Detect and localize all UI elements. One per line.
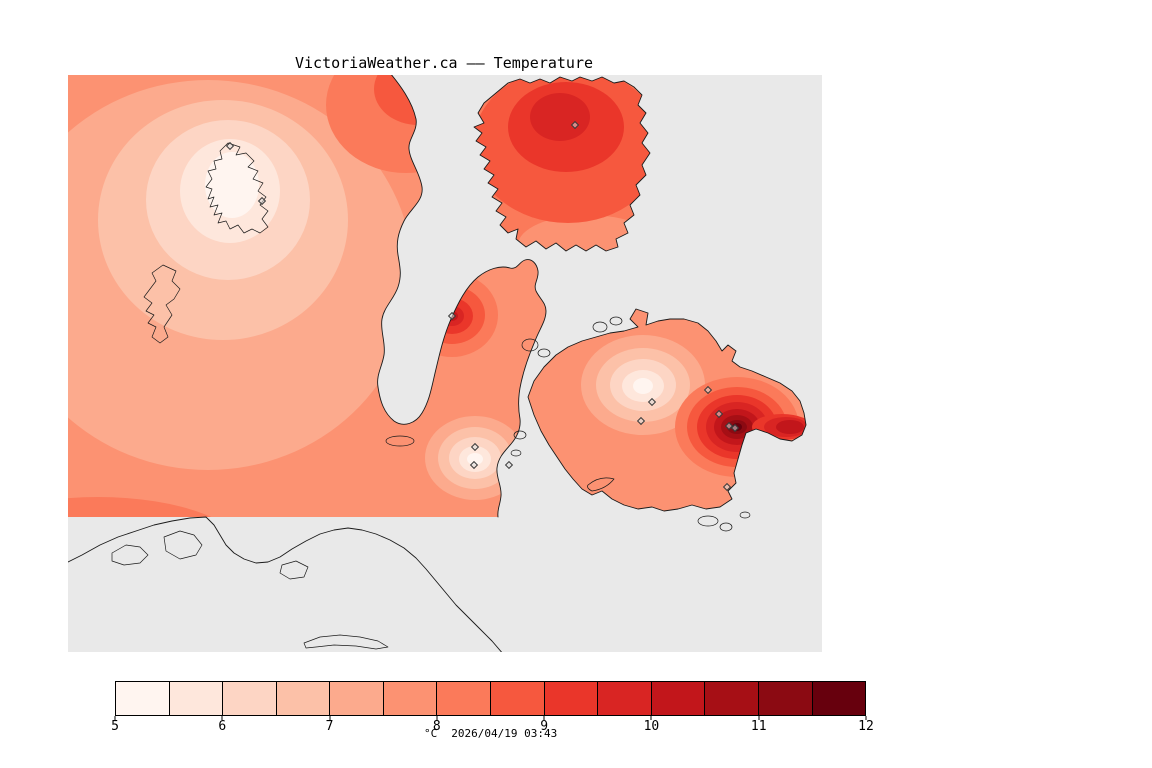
islet — [510, 449, 522, 457]
colorbar-segment — [543, 682, 598, 715]
colorbar-axis: 5 6 7 8 9 10 11 12 — [111, 716, 874, 738]
coastline-southeast — [527, 308, 807, 512]
colorbar-segment — [275, 682, 330, 715]
station-marker — [470, 442, 480, 452]
station-marker — [730, 423, 740, 433]
colorbar-tick-label: 10 — [643, 719, 660, 734]
colorbar-footer: °C 2026/04/19 03:43 — [424, 727, 557, 740]
colorbar-segment — [811, 682, 866, 715]
land-south-no-data — [68, 516, 503, 652]
islet-white — [739, 511, 751, 519]
station-marker — [703, 385, 713, 395]
station-marker — [225, 141, 235, 151]
islet — [521, 338, 539, 352]
island-outline-small — [385, 435, 415, 447]
lake — [111, 544, 149, 566]
cool-spot-northwest — [205, 152, 259, 218]
cool-spot-east — [633, 378, 653, 394]
colorbar-segment — [436, 682, 491, 715]
station-marker — [722, 482, 732, 492]
colorbar-segment — [597, 682, 651, 715]
lake — [279, 560, 309, 580]
island-outline-west — [143, 264, 181, 344]
warm-core-north — [530, 93, 590, 141]
islet-white — [719, 522, 733, 532]
colorbar-segment — [222, 682, 276, 715]
timestamp: 2026/04/19 03:43 — [451, 727, 558, 740]
colorbar-tickmark — [650, 716, 652, 720]
colorbar-tickmark — [543, 716, 545, 720]
region-southeast — [528, 309, 806, 511]
station-marker — [714, 409, 724, 419]
inlet-notch — [587, 477, 615, 492]
colorbar-segment — [650, 682, 705, 715]
colorbar-tickmark — [436, 716, 438, 720]
warm-tongue-east — [776, 420, 804, 434]
colorbar-tick-label: 8 — [432, 719, 441, 734]
page-title: VictoriaWeather.ca —— Temperature — [295, 54, 594, 72]
colorbar-tick-label: 6 — [218, 719, 227, 734]
units-label: °C — [424, 727, 438, 740]
cool-spot-south-central — [467, 453, 483, 465]
station-marker — [257, 196, 267, 206]
colorbar-tick-label: 9 — [540, 719, 549, 734]
station-marker — [504, 460, 514, 470]
station-marker — [447, 311, 457, 321]
colorbar-tickmark — [758, 716, 760, 720]
colorbar-segment — [382, 682, 437, 715]
island-outline-northwest — [205, 142, 269, 234]
colorbar-tick-label: 7 — [325, 719, 334, 734]
station-marker — [570, 120, 580, 130]
colorbar-segment — [329, 682, 383, 715]
islet — [513, 430, 527, 440]
islet — [537, 348, 551, 358]
colorbar-segment — [116, 682, 169, 715]
station-marker — [724, 421, 734, 431]
temperature-map — [68, 75, 822, 652]
colorbar-tickmark — [114, 716, 116, 720]
islet — [592, 321, 608, 333]
station-markers-layer — [225, 120, 740, 492]
colorbar-segment — [704, 682, 758, 715]
lake — [163, 530, 203, 560]
region-north-island — [474, 77, 650, 251]
station-marker — [636, 416, 646, 426]
colorbar-tickmark — [221, 716, 223, 720]
colorbar-tick-label: 12 — [858, 719, 874, 734]
station-marker — [647, 397, 657, 407]
colorbar — [115, 681, 866, 716]
coastline-north-island — [473, 76, 651, 252]
colorbar-segment — [168, 682, 223, 715]
station-marker — [469, 460, 479, 470]
colorbar-segment — [757, 682, 812, 715]
islet-white — [697, 515, 719, 527]
colorbar-tick-label: 11 — [750, 719, 767, 734]
colorbar-tickmark — [865, 716, 867, 720]
contour-band — [518, 215, 650, 251]
lagoon — [303, 634, 389, 650]
colorbar-tick-label: 5 — [111, 719, 119, 734]
colorbar-tickmark — [329, 716, 331, 720]
colorbar-segment — [490, 682, 544, 715]
islet — [609, 316, 623, 326]
